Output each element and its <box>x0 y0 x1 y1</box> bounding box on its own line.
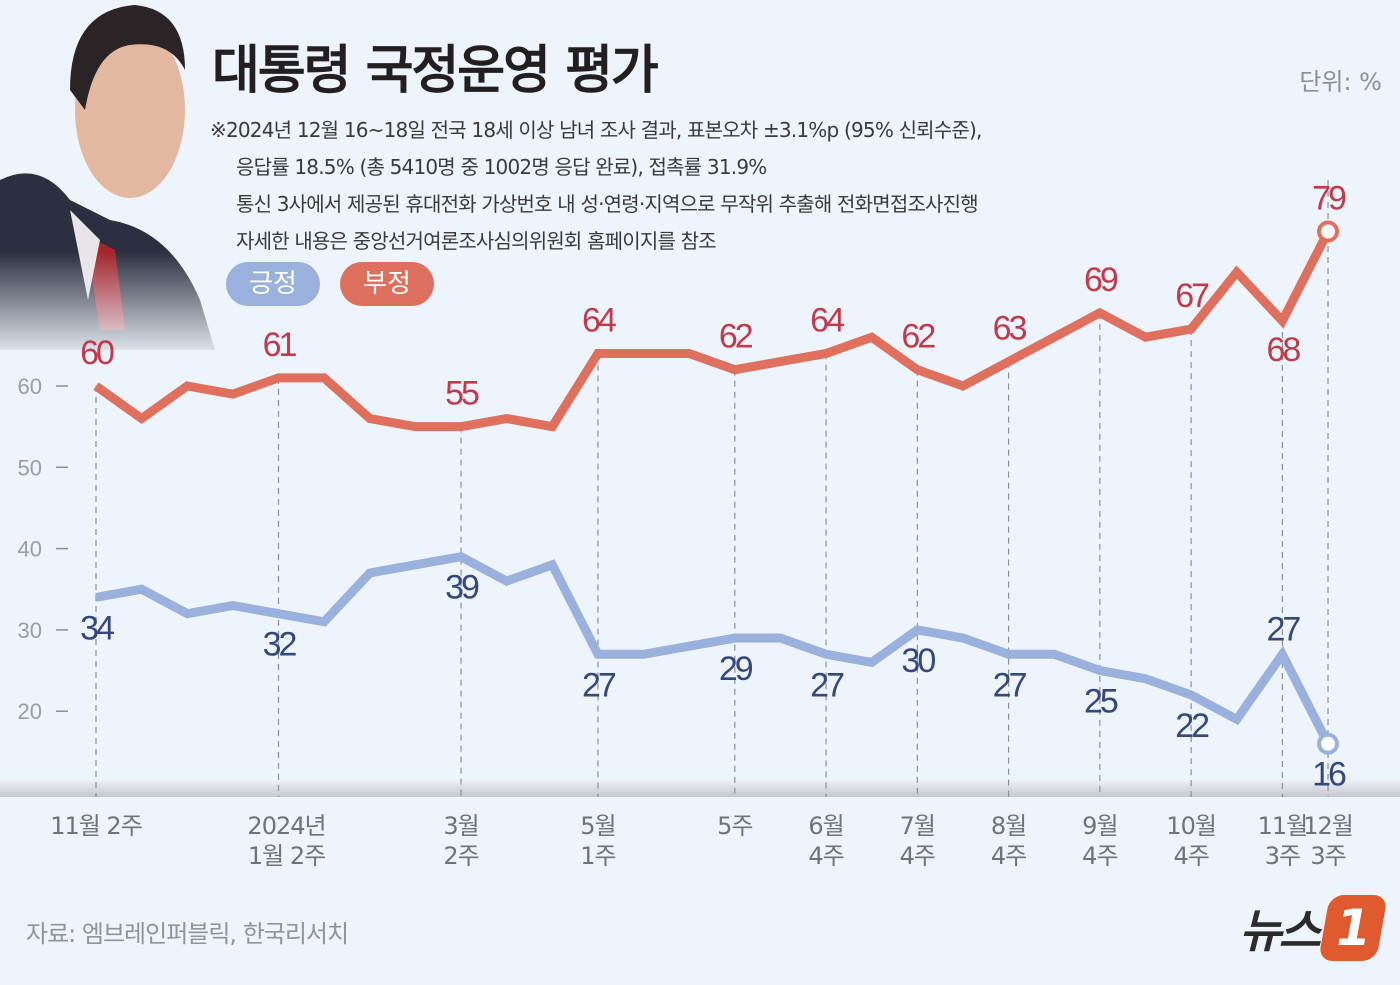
note-line: 통신 3사에서 제공된 휴대전화 가상번호 내 성·연령·지역으로 무작위 추출… <box>236 192 979 216</box>
data-label: 63 <box>993 310 1027 348</box>
x-tick-label: 2024년 <box>247 812 325 840</box>
news1-logo: 뉴스 1 <box>1239 895 1388 961</box>
survey-note: ※2024년 12월 16~18일 전국 18세 이상 남녀 조사 결과, 표본… <box>210 112 982 260</box>
data-label: 39 <box>445 569 479 607</box>
y-tick-label: 30 <box>18 618 42 643</box>
unit-label: 단위: % <box>1299 68 1382 96</box>
series-line-positive <box>95 552 1333 746</box>
data-label: 55 <box>445 375 479 413</box>
x-tick-label: 4주 <box>808 842 843 870</box>
x-tick-label: 8월 <box>991 812 1026 840</box>
note-line: 응답률 18.5% (총 5410명 중 1002명 응답 완료), 접촉률 3… <box>236 155 767 179</box>
data-label: 62 <box>719 318 753 356</box>
data-label: 61 <box>263 326 297 364</box>
x-tick-label: 3주 <box>1310 842 1345 870</box>
x-tick-label: 5월 <box>580 812 615 840</box>
x-tick-label: 9월 <box>1082 812 1117 840</box>
x-tick-label: 4주 <box>991 842 1026 870</box>
x-tick-label: 5주 <box>717 812 752 840</box>
data-label: 60 <box>80 334 114 372</box>
data-label: 30 <box>901 642 935 680</box>
data-label: 27 <box>582 666 616 704</box>
x-tick-label: 2주 <box>443 842 478 870</box>
y-tick-label: 20 <box>18 699 42 724</box>
legend-positive: 긍정 <box>226 262 320 306</box>
x-axis-band <box>0 780 1400 797</box>
x-tick-label: 12월 <box>1303 812 1353 840</box>
x-tick-label: 11월 2주 <box>50 812 142 840</box>
data-point <box>1317 220 1340 243</box>
data-label: 79 <box>1312 180 1346 218</box>
data-label: 64 <box>810 301 844 339</box>
x-tick-label: 3주 <box>1265 842 1300 870</box>
x-tick-label: 11월 <box>1258 812 1308 840</box>
president-photo <box>0 0 230 360</box>
data-label: 67 <box>1175 277 1209 315</box>
source-note: 자료: 엠브레인퍼블릭, 한국리서치 <box>26 920 349 948</box>
x-tick-label: 1월 2주 <box>248 842 325 870</box>
data-label: 69 <box>1084 261 1118 299</box>
data-label: 25 <box>1084 683 1118 721</box>
data-label: 27 <box>993 666 1027 704</box>
y-tick-label: 60 <box>18 374 42 399</box>
data-label: 34 <box>80 609 114 647</box>
data-label: 27 <box>810 666 844 704</box>
data-point <box>1317 732 1340 755</box>
x-tick-label: 4주 <box>1173 842 1208 870</box>
data-label: 16 <box>1312 756 1346 794</box>
note-line: ※2024년 12월 16~18일 전국 18세 이상 남녀 조사 결과, 표본… <box>210 118 982 142</box>
data-label: 68 <box>1266 331 1300 369</box>
x-tick-label: 7월 <box>900 812 935 840</box>
series-line-negative <box>93 229 1333 432</box>
x-tick-label: 3월 <box>443 812 478 840</box>
data-label: 27 <box>1266 610 1300 648</box>
page-title: 대통령 국정운영 평가 <box>212 41 659 101</box>
data-label: 29 <box>719 650 753 688</box>
x-tick-label: 4주 <box>900 842 935 870</box>
data-label: 32 <box>263 626 297 664</box>
y-tick-label: 40 <box>18 537 42 562</box>
y-tick-label: 50 <box>18 455 42 480</box>
x-tick-label: 1주 <box>580 842 615 870</box>
data-label: 22 <box>1175 707 1209 745</box>
legend-negative: 부정 <box>340 262 434 306</box>
data-label: 62 <box>901 318 935 356</box>
x-tick-label: 6월 <box>808 812 843 840</box>
x-tick-label: 4주 <box>1082 842 1117 870</box>
x-tick-label: 10월 <box>1166 812 1216 840</box>
note-line: 자세한 내용은 중앙선거여론조사심의위원회 홈페이지를 참조 <box>236 229 717 253</box>
data-label: 64 <box>582 301 616 339</box>
